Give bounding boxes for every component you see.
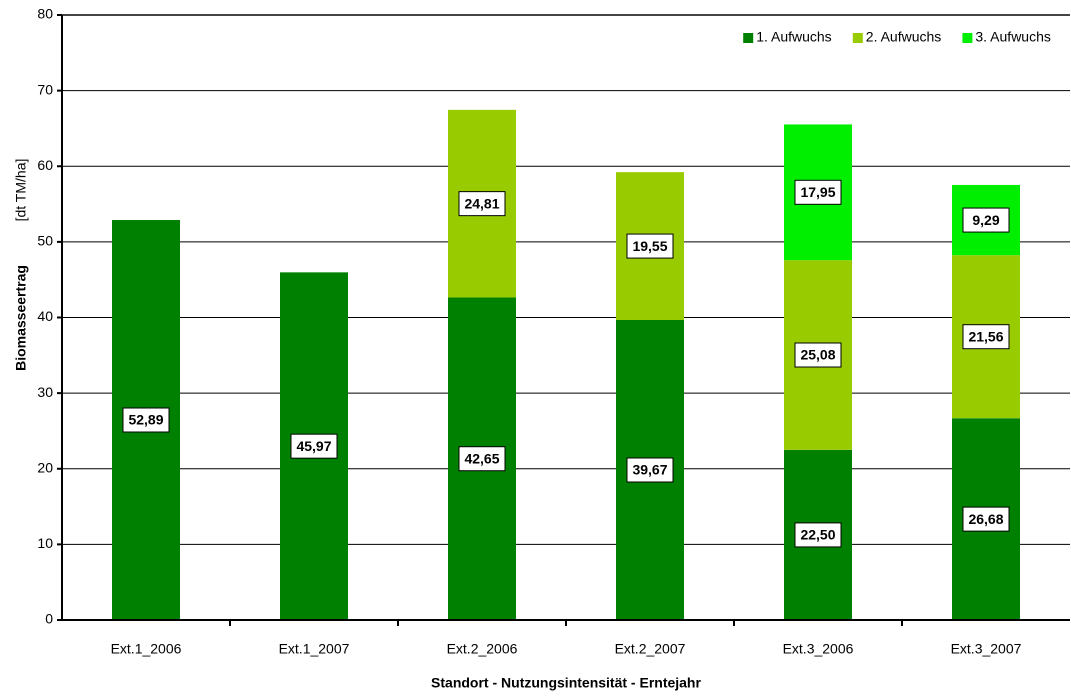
y-tick-label: 80 (37, 6, 53, 22)
value-label-box (794, 179, 842, 205)
legend-label: 3. Aufwuchs (975, 29, 1051, 45)
value-label-box (122, 407, 170, 433)
value-label: 42,65 (464, 450, 499, 466)
value-label-box (290, 433, 338, 459)
value-label-box (626, 457, 674, 483)
legend-swatch (852, 33, 863, 43)
value-label-box (794, 342, 842, 368)
value-label: 22,50 (800, 527, 835, 543)
y-tick-label: 40 (37, 308, 53, 324)
legend-swatch (743, 33, 754, 43)
value-label-box (962, 506, 1010, 532)
y-tick-label: 30 (37, 384, 53, 400)
y-tick-label: 70 (37, 81, 53, 97)
x-tick-label: Ext.2_2007 (615, 641, 686, 657)
value-label: 25,08 (800, 347, 835, 363)
value-label-box (962, 207, 1010, 233)
y-tick-label: 50 (37, 233, 53, 249)
legend-label: 2. Aufwuchs (866, 29, 942, 45)
x-tick-label: Ext.1_2007 (279, 641, 350, 657)
y-tick-label: 0 (45, 611, 53, 627)
y-tick-label: 10 (37, 535, 53, 551)
value-label-box (962, 324, 1010, 350)
legend-label: 1. Aufwuchs (756, 29, 832, 45)
value-label: 45,97 (296, 438, 331, 454)
value-label: 9,29 (972, 212, 999, 228)
value-label-box (626, 233, 674, 259)
value-label-box (458, 191, 506, 217)
legend-swatch (962, 33, 973, 43)
x-axis-label: Standort - Nutzungsintensität - Erntejah… (431, 675, 701, 691)
x-tick-label: Ext.1_2006 (111, 641, 182, 657)
x-tick-label: Ext.3_2007 (951, 641, 1022, 657)
value-label: 21,56 (968, 328, 1003, 344)
value-label: 19,55 (632, 238, 667, 254)
value-label-box (794, 522, 842, 548)
value-label: 52,89 (128, 412, 163, 428)
value-label-box (458, 446, 506, 472)
x-tick-label: Ext.3_2006 (783, 641, 854, 657)
y-tick-label: 60 (37, 157, 53, 173)
value-label: 26,68 (968, 511, 1003, 527)
y-tick-label: 20 (37, 459, 53, 475)
y-axis-unit: [dt TM/ha] (13, 159, 29, 222)
value-label: 39,67 (632, 462, 667, 478)
y-axis-label: Biomasseertrag (13, 265, 29, 371)
value-label: 17,95 (800, 184, 835, 200)
x-tick-label: Ext.2_2006 (447, 641, 518, 657)
value-label: 24,81 (464, 195, 499, 211)
